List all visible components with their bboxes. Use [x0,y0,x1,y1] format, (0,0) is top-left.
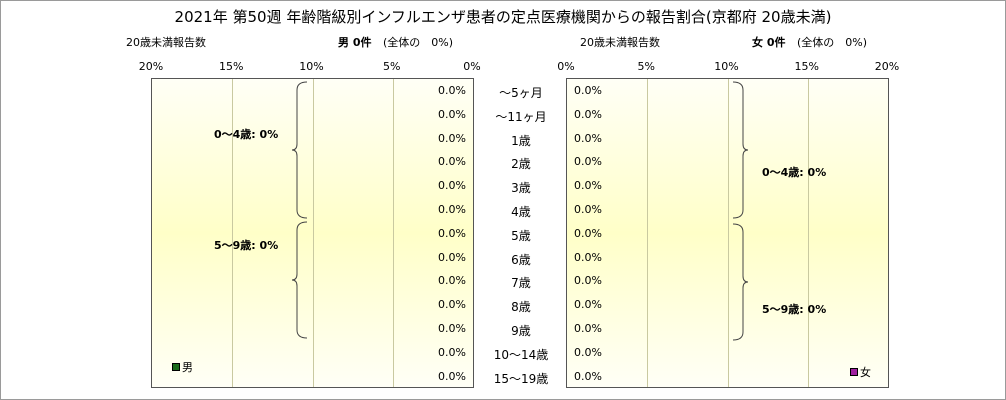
female-value-label: 0.0% [574,250,602,264]
male-gridline [312,79,314,387]
female-share-note: (全体の 0%) [796,36,868,49]
male-share-note: (全体の 0%) [382,36,454,49]
bracket-brace [291,221,308,339]
male-value-label: 0.0% [438,274,466,288]
male-value-label: 0.0% [438,179,466,193]
male-value-label: 0.0% [438,250,466,264]
age-label: 1歳 [511,133,531,148]
chart-title: 2021年 第50週 年齢階級別インフルエンザ患者の定点医療機関からの報告割合(… [174,8,832,26]
male-bracket-0-4: 0～4歳: 0% [214,128,279,141]
female-tick-label: 10% [714,60,739,73]
female-value-label: 0.0% [574,369,602,383]
male-tick-label: 20% [138,60,164,73]
female-value-label: 0.0% [574,131,602,145]
male-count-label: 男 0件 [338,36,372,49]
male-plot-area [151,78,474,388]
age-label: 5歳 [511,228,531,243]
male-gridline [232,79,234,387]
age-label: 2歳 [511,157,531,172]
male-legend-swatch [172,363,180,371]
female-plot-area [566,78,889,388]
age-label: 6歳 [511,252,531,267]
male-tick-label: 0% [463,60,481,73]
female-header: 女 0件 (全体の 0%) [752,34,867,50]
female-value-label: 0.0% [574,155,602,169]
male-legend-label: 男 [182,361,193,374]
female-value-label: 0.0% [574,84,602,97]
female-value-label: 0.0% [574,322,602,335]
female-value-label: 0.0% [574,179,602,193]
male-value-label: 0.0% [438,369,466,383]
bracket-brace [732,223,749,341]
male-caption: 20歳未満報告数 [126,36,206,49]
bracket-brace [291,81,308,219]
female-bracket-braces [732,81,749,341]
female-gridline [727,79,729,387]
male-tick-label: 10% [299,60,324,73]
male-gridline [392,79,394,387]
male-value-label: 0.0% [438,155,466,169]
female-gridline [807,79,809,387]
male-header: 男 0件 (全体の 0%) [338,34,453,50]
female-value-label: 0.0% [574,274,602,288]
female-value-label: 0.0% [574,298,602,312]
female-tick-label: 20% [874,60,900,73]
male-value-label: 0.0% [438,107,466,121]
age-label: 7歳 [511,276,531,291]
female-caption: 20歳未満報告数 [580,36,660,49]
male-value-label: 0.0% [438,322,466,335]
male-bracket-braces [291,81,308,339]
age-label: 9歳 [511,324,531,338]
age-label: 10～14歳 [493,347,549,362]
male-value-label: 0.0% [438,298,466,312]
age-label: 3歳 [511,181,531,196]
female-bracket-0-4: 0～4歳: 0% [762,166,827,179]
female-bracket-5-9: 5～9歳: 0% [762,303,827,316]
female-gridline [647,79,649,387]
bracket-brace [732,81,749,219]
male-value-label: 0.0% [438,203,466,216]
female-value-label: 0.0% [574,107,602,121]
male-value-label: 0.0% [438,226,466,240]
female-value-label: 0.0% [574,226,602,240]
age-label: ～11ヶ月 [495,109,547,124]
male-tick-label: 15% [219,60,244,73]
male-value-label: 0.0% [438,84,466,97]
female-value-label: 0.0% [574,203,602,216]
female-count-label: 女 0件 [752,36,786,49]
female-legend-label: 女 [860,366,871,379]
male-value-label: 0.0% [438,131,466,145]
age-label: ～5ヶ月 [499,86,543,100]
male-tick-label: 5% [383,60,401,73]
age-label: 4歳 [511,205,531,219]
age-label: 8歳 [511,300,531,315]
male-legend: 男 [172,359,193,375]
female-tick-label: 0% [557,60,575,73]
female-legend: 女 [850,364,871,380]
age-label: 15～19歳 [493,371,549,386]
female-legend-swatch [850,368,858,376]
female-value-label: 0.0% [574,345,602,359]
female-tick-label: 15% [794,60,819,73]
female-tick-label: 5% [637,60,655,73]
male-bracket-5-9: 5～9歳: 0% [214,239,279,252]
male-value-label: 0.0% [438,345,466,359]
